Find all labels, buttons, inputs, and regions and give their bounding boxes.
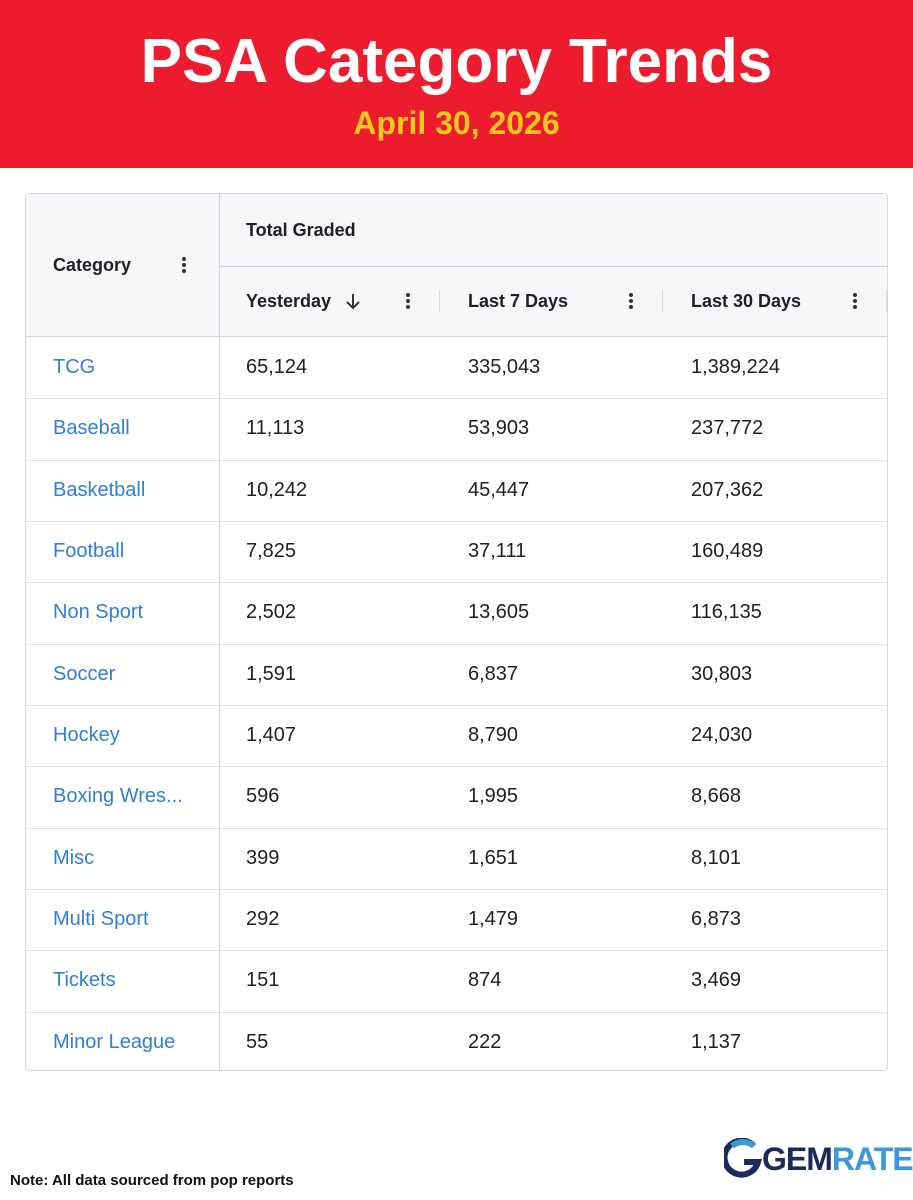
menu-icon[interactable] [852,292,858,310]
value-cell: 8,790 [468,724,519,747]
header-label: Last 7 Days [468,290,569,311]
column-header[interactable]: Yesterday [219,266,441,336]
value-cell: 37,111 [468,540,527,563]
column-separator [439,290,440,312]
row-divider [26,705,887,706]
value-cell: 151 [246,969,280,992]
value-cell: 53,903 [468,417,530,440]
header-label: Yesterday [246,290,332,311]
logo-text-first: GEM [762,1140,833,1177]
value-cell: 1,137 [691,1030,742,1053]
value-cell: 1,651 [468,846,519,869]
category-link[interactable]: Misc [53,846,95,869]
category-link[interactable]: Multi Sport [53,908,149,931]
menu-icon[interactable] [405,292,411,310]
value-cell: 596 [246,785,280,808]
row-divider [26,398,887,400]
category-link[interactable]: Football [53,540,125,563]
value-cell: 8,668 [691,785,742,808]
row-divider [26,643,887,645]
row-divider [26,950,887,952]
value-cell: 1,995 [468,785,519,808]
value-cell: 6,873 [691,908,742,931]
value-cell: 24,030 [691,724,753,747]
row-divider [26,827,887,829]
category-link[interactable]: Tickets [53,969,116,992]
value-cell: 7,825 [246,540,297,563]
title: PSA Category Trends [140,27,773,96]
value-cell: 399 [246,846,280,869]
column-divider [219,194,220,1070]
value-cell: 222 [468,1030,502,1053]
value-cell: 292 [246,908,280,931]
logo: GEM RATE [724,1138,913,1180]
row-divider [26,459,887,461]
value-cell: 1,479 [468,908,519,931]
column-separator [662,290,663,312]
value-cell: 10,242 [246,478,308,501]
value-cell: 2,502 [246,601,297,624]
value-cell: 116,135 [691,601,762,624]
value-cell: 30,803 [691,662,753,685]
category-link[interactable]: TCG [53,356,96,379]
row-divider [26,766,887,768]
value-cell: 237,772 [691,417,764,440]
category-link[interactable]: Basketball [53,478,146,501]
column-header[interactable]: Last 7 Days [441,266,664,336]
value-cell: 6,837 [468,662,519,685]
category-link[interactable]: Soccer [53,662,116,685]
value-cell: 8,101 [691,846,742,869]
value-cell: 3,469 [691,969,742,992]
header-divider [219,266,887,267]
value-cell: 55 [246,1030,269,1053]
row-divider [26,889,887,890]
row-divider [26,521,887,522]
row-divider [26,582,887,584]
header-divider [26,336,887,337]
value-cell: 13,605 [468,601,530,624]
value-cell: 335,043 [468,356,541,379]
sort-icon[interactable] [345,292,361,310]
category-link[interactable]: Baseball [53,417,130,440]
value-cell: 45,447 [468,478,530,501]
category-link[interactable]: Hockey [53,724,120,747]
note: Note: All data sourced from pop reports [10,1172,294,1189]
column-separator [886,290,887,312]
column-header[interactable]: Category [26,194,219,336]
row-divider [26,1011,887,1013]
header-label: Category [53,254,132,275]
logo-text-second: RATE [831,1140,913,1177]
column-header[interactable]: Last 30 Days [664,266,887,336]
menu-icon[interactable] [628,292,634,310]
value-cell: 11,113 [246,417,305,440]
logo-icon [724,1138,762,1178]
category-link[interactable]: Non Sport [53,601,144,624]
value-cell: 874 [468,969,502,992]
data-grid: Category Total Graded Yesterday Last 7 Days… [25,193,888,1071]
category-link[interactable]: Minor League [53,1030,176,1053]
date: April 30, 2026 [353,105,560,141]
header-label: Last 30 Days [691,290,802,311]
menu-icon[interactable] [181,256,187,274]
value-cell: 1,407 [246,724,297,747]
category-link[interactable]: Boxing Wres... [53,785,183,808]
banner [0,0,913,168]
value-cell: 1,591 [246,662,297,685]
value-cell: 160,489 [691,540,764,563]
group-header: Total Graded [219,194,887,266]
value-cell: 1,389,224 [691,356,780,379]
value-cell: 207,362 [691,478,764,501]
value-cell: 65,124 [246,356,308,379]
